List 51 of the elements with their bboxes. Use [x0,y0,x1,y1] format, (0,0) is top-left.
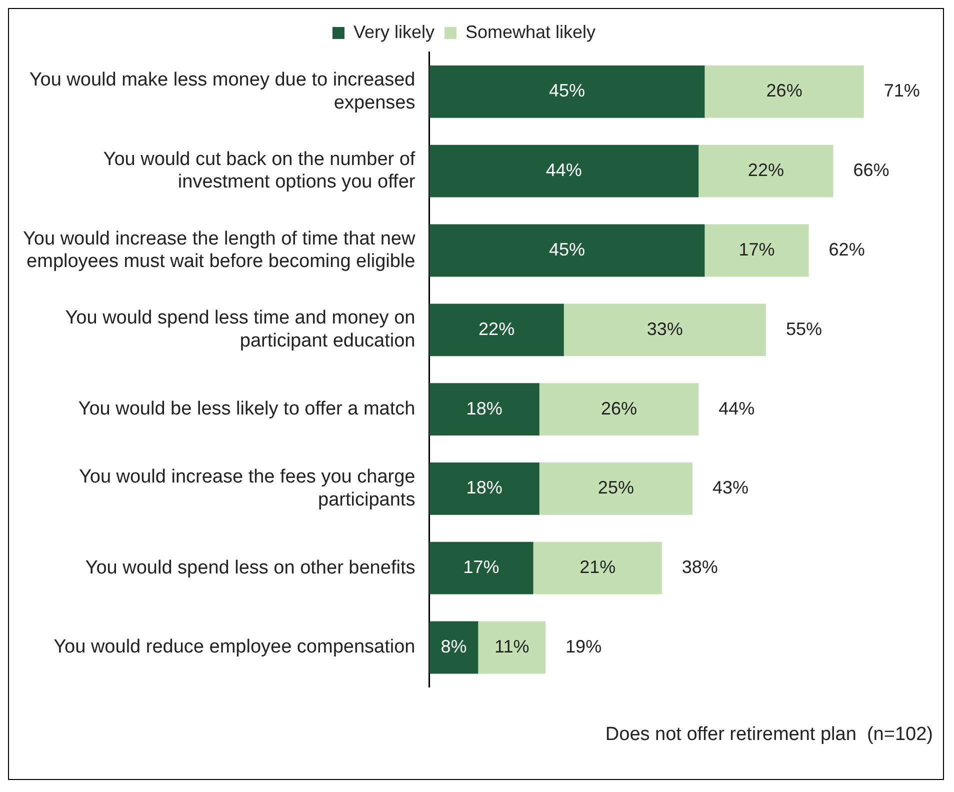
legend-label: Very likely [353,22,434,42]
data-label: 45% [548,80,585,101]
y-tick-label: You would be less likely to offer a match [78,398,416,420]
y-tick-label: You would spend less time and money on participant education [65,308,416,352]
y-tick-label: You would cut back on the number of investment options you offer [103,148,416,193]
bar [564,304,766,356]
total-label: 38% [682,557,718,578]
bar [704,224,809,277]
total-label: 62% [828,239,865,260]
bar [429,542,534,594]
bar [429,304,564,356]
y-tick-label: You would increase the length of time that new employees must wait before becoming eligible [23,228,416,272]
total-label: 66% [853,160,890,180]
data-label: 8% [440,636,467,656]
bar [429,224,705,277]
total-label: 55% [786,318,822,339]
bar [539,462,692,515]
total-label: 44% [718,398,755,418]
total-label: 71% [884,80,920,101]
y-tick-label: You would reduce employee compensation [54,636,416,658]
bar [429,66,705,118]
data-label: 25% [598,478,634,498]
data-label: 17% [463,557,500,578]
data-label: 26% [600,398,638,418]
bar [429,621,478,674]
y-tick-label: You would increase the fees you charge participants [78,466,416,510]
total-label: 43% [712,478,749,498]
bar [698,144,834,198]
data-label: 33% [646,318,683,339]
text: Does not offer retirement plan (n=102) [604,724,934,746]
legend-label: Somewhat likely [465,22,596,42]
data-label: 26% [766,80,802,101]
bar [429,144,699,198]
y-tick-label: You would spend less on other benefits [85,557,416,578]
bar [429,462,540,515]
data-label: 22% [748,160,784,180]
data-label: 18% [466,478,502,498]
bar [533,542,662,594]
bar [478,621,546,674]
data-label: 44% [546,160,582,180]
bar [429,383,540,436]
data-label: 17% [738,239,775,260]
data-label: 11% [494,636,530,656]
y-tick-label: You would make less money due to increased expenses [29,70,416,114]
total-label: 19% [566,636,602,656]
data-label: 21% [580,557,616,578]
bar [704,66,864,118]
bar [539,383,699,436]
data-label: 18% [466,398,502,418]
data-label: 45% [548,239,585,260]
data-label: 22% [478,318,515,339]
